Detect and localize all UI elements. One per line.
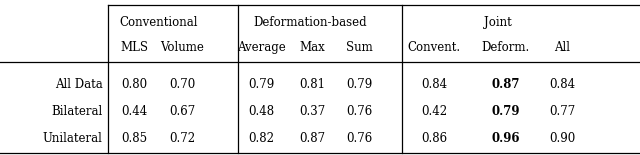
Text: Deformation-based: Deformation-based xyxy=(253,16,367,29)
Text: 0.44: 0.44 xyxy=(121,105,148,118)
Text: 0.87: 0.87 xyxy=(300,132,325,145)
Text: Joint: Joint xyxy=(484,16,512,29)
Text: 0.81: 0.81 xyxy=(300,78,325,91)
Text: MLS: MLS xyxy=(120,41,148,54)
Text: Conventional: Conventional xyxy=(119,16,198,29)
Text: 0.90: 0.90 xyxy=(548,132,575,145)
Text: Max: Max xyxy=(300,41,325,54)
Text: Sum: Sum xyxy=(346,41,373,54)
Text: 0.96: 0.96 xyxy=(492,132,520,145)
Text: 0.82: 0.82 xyxy=(248,132,274,145)
Text: 0.84: 0.84 xyxy=(421,78,447,91)
Text: Convent.: Convent. xyxy=(407,41,461,54)
Text: 0.67: 0.67 xyxy=(169,105,196,118)
Text: 0.42: 0.42 xyxy=(421,105,447,118)
Text: All: All xyxy=(554,41,570,54)
Text: Bilateral: Bilateral xyxy=(51,105,102,118)
Text: 0.86: 0.86 xyxy=(421,132,447,145)
Text: 0.37: 0.37 xyxy=(299,105,326,118)
Text: Average: Average xyxy=(237,41,285,54)
Text: 0.85: 0.85 xyxy=(122,132,147,145)
Text: 0.79: 0.79 xyxy=(346,78,373,91)
Text: 0.70: 0.70 xyxy=(169,78,196,91)
Text: All Data: All Data xyxy=(54,78,102,91)
Text: 0.77: 0.77 xyxy=(548,105,575,118)
Text: 0.79: 0.79 xyxy=(248,78,275,91)
Text: 0.76: 0.76 xyxy=(346,132,373,145)
Text: Deform.: Deform. xyxy=(481,41,530,54)
Text: 0.76: 0.76 xyxy=(346,105,373,118)
Text: Volume: Volume xyxy=(161,41,204,54)
Text: 0.87: 0.87 xyxy=(492,78,520,91)
Text: 0.72: 0.72 xyxy=(170,132,195,145)
Text: 0.80: 0.80 xyxy=(122,78,147,91)
Text: 0.48: 0.48 xyxy=(248,105,274,118)
Text: Unilateral: Unilateral xyxy=(42,132,102,145)
Text: 0.84: 0.84 xyxy=(549,78,575,91)
Text: 0.79: 0.79 xyxy=(492,105,520,118)
